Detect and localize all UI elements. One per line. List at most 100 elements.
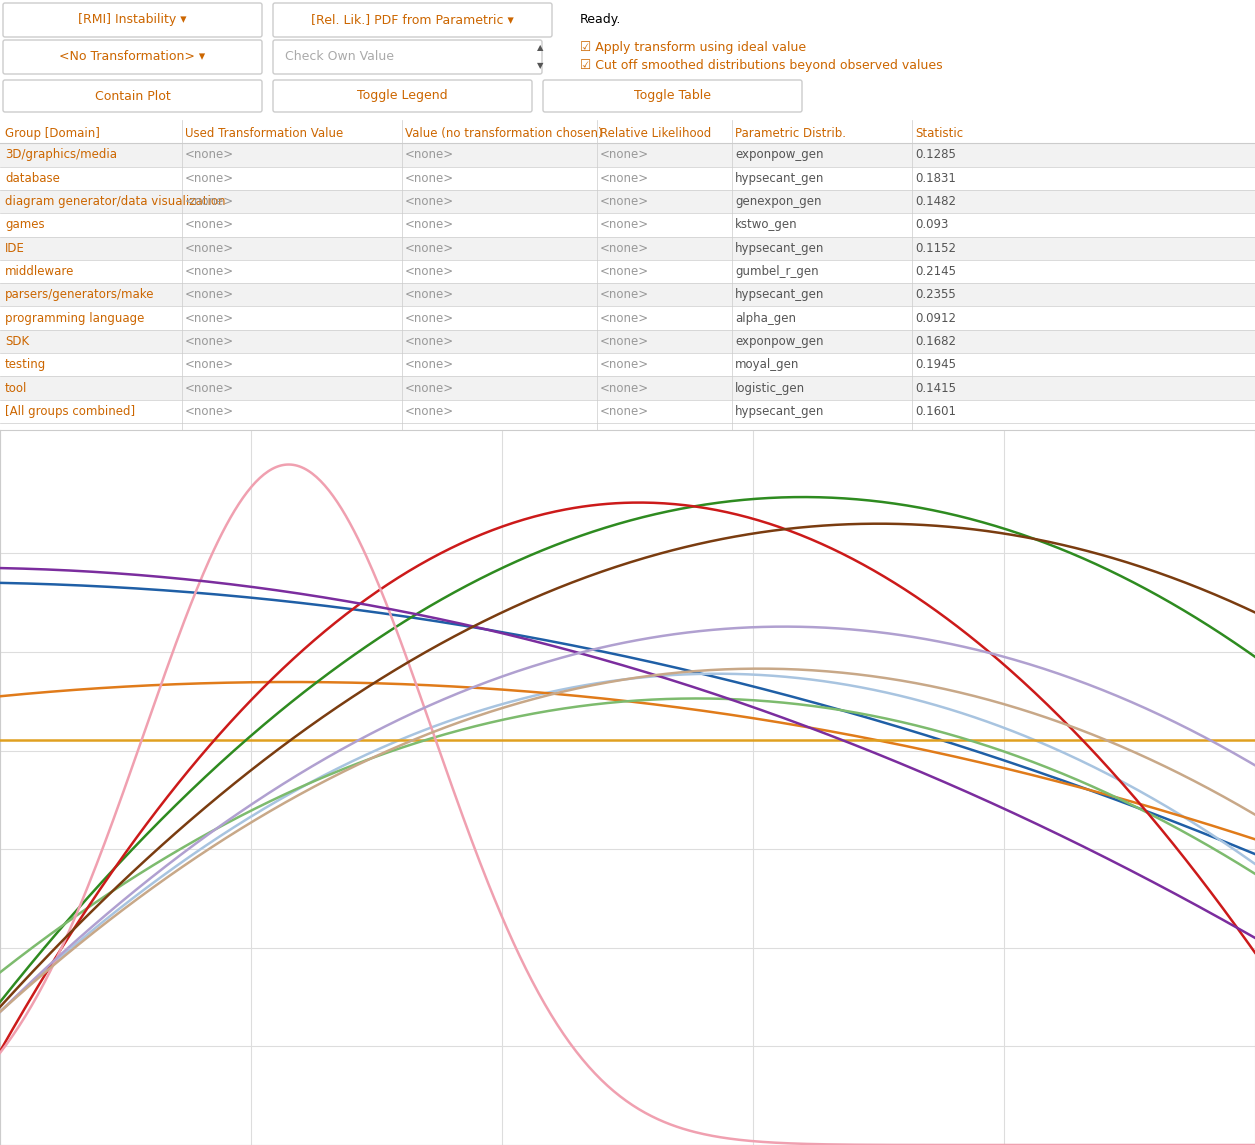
Text: moyal_gen: moyal_gen [735, 358, 799, 371]
Text: <none>: <none> [405, 335, 454, 348]
Text: <none>: <none> [600, 335, 649, 348]
FancyBboxPatch shape [543, 80, 802, 112]
Text: <none>: <none> [184, 289, 235, 301]
Text: hypsecant_gen: hypsecant_gen [735, 242, 825, 254]
Text: IDE: IDE [5, 242, 25, 254]
Text: Toggle Table: Toggle Table [634, 89, 712, 103]
Text: tool: tool [5, 381, 28, 395]
Text: 0.1285: 0.1285 [915, 149, 956, 161]
Text: hypsecant_gen: hypsecant_gen [735, 289, 825, 301]
Bar [0, 167, 1255, 190]
Text: <none>: <none> [405, 311, 454, 325]
Text: <none>: <none> [600, 195, 649, 208]
Text: gumbel_r_gen: gumbel_r_gen [735, 264, 818, 278]
Text: <none>: <none> [184, 195, 235, 208]
Text: 0.2355: 0.2355 [915, 289, 956, 301]
FancyBboxPatch shape [3, 40, 262, 74]
Text: <none>: <none> [184, 172, 235, 184]
Bar [0, 190, 1255, 213]
Text: <none>: <none> [184, 405, 235, 418]
Text: Relative Likelihood: Relative Likelihood [600, 127, 712, 141]
Text: [All groups combined]: [All groups combined] [5, 405, 136, 418]
Text: <none>: <none> [600, 242, 649, 254]
Text: 0.1415: 0.1415 [915, 381, 956, 395]
Text: <none>: <none> [184, 381, 235, 395]
Bar [0, 143, 1255, 167]
Text: <none>: <none> [405, 195, 454, 208]
Text: diagram generator/data visualization: diagram generator/data visualization [5, 195, 226, 208]
Text: 0.2145: 0.2145 [915, 264, 956, 278]
Text: 0.1482: 0.1482 [915, 195, 956, 208]
Text: <none>: <none> [405, 405, 454, 418]
Text: ▲: ▲ [537, 44, 543, 53]
Text: exponpow_gen: exponpow_gen [735, 335, 823, 348]
Bar [0, 353, 1255, 377]
Text: <none>: <none> [600, 219, 649, 231]
Text: Used Transformation Value: Used Transformation Value [184, 127, 344, 141]
Text: 0.1682: 0.1682 [915, 335, 956, 348]
Text: kstwo_gen: kstwo_gen [735, 219, 798, 231]
Text: genexpon_gen: genexpon_gen [735, 195, 822, 208]
Text: <none>: <none> [600, 358, 649, 371]
Text: [Rel. Lik.] PDF from Parametric ▾: [Rel. Lik.] PDF from Parametric ▾ [311, 14, 513, 26]
FancyBboxPatch shape [3, 3, 262, 37]
Text: Statistic: Statistic [915, 127, 963, 141]
Bar [0, 260, 1255, 283]
Text: 0.093: 0.093 [915, 219, 949, 231]
FancyBboxPatch shape [274, 80, 532, 112]
Text: ☑ Apply transform using ideal value: ☑ Apply transform using ideal value [580, 41, 806, 55]
Text: 0.1152: 0.1152 [915, 242, 956, 254]
Text: database: database [5, 172, 60, 184]
Text: <none>: <none> [600, 264, 649, 278]
Text: <none>: <none> [405, 264, 454, 278]
Text: <none>: <none> [405, 289, 454, 301]
Text: <none>: <none> [405, 219, 454, 231]
Text: parsers/generators/make: parsers/generators/make [5, 289, 154, 301]
FancyBboxPatch shape [3, 80, 262, 112]
Text: logistic_gen: logistic_gen [735, 381, 806, 395]
Text: programming language: programming language [5, 311, 144, 325]
Bar [0, 283, 1255, 307]
Text: alpha_gen: alpha_gen [735, 311, 796, 325]
Text: SDK: SDK [5, 335, 29, 348]
Text: exponpow_gen: exponpow_gen [735, 149, 823, 161]
Text: <none>: <none> [600, 381, 649, 395]
Text: Contain Plot: Contain Plot [94, 89, 171, 103]
Text: 0.0912: 0.0912 [915, 311, 956, 325]
Text: <none>: <none> [184, 242, 235, 254]
Bar [0, 237, 1255, 260]
Bar [0, 213, 1255, 237]
Text: <none>: <none> [184, 358, 235, 371]
Text: 0.1601: 0.1601 [915, 405, 956, 418]
Text: <none>: <none> [184, 149, 235, 161]
Bar [0, 307, 1255, 330]
Text: 0.1831: 0.1831 [915, 172, 956, 184]
Text: <none>: <none> [600, 149, 649, 161]
Text: <none>: <none> [600, 405, 649, 418]
Text: testing: testing [5, 358, 46, 371]
Text: <none>: <none> [600, 289, 649, 301]
Text: ☑ Cut off smoothed distributions beyond observed values: ☑ Cut off smoothed distributions beyond … [580, 60, 943, 72]
FancyBboxPatch shape [274, 40, 542, 74]
Text: <none>: <none> [405, 172, 454, 184]
FancyBboxPatch shape [274, 3, 552, 37]
Text: <none>: <none> [184, 264, 235, 278]
Text: Toggle Legend: Toggle Legend [358, 89, 448, 103]
Text: <none>: <none> [405, 381, 454, 395]
Bar [0, 330, 1255, 353]
Text: 3D/graphics/media: 3D/graphics/media [5, 149, 117, 161]
Text: Check Own Value: Check Own Value [285, 50, 394, 63]
Text: <none>: <none> [184, 219, 235, 231]
Text: games: games [5, 219, 45, 231]
Text: <none>: <none> [405, 242, 454, 254]
Text: <none>: <none> [184, 311, 235, 325]
Text: Parametric Distrib.: Parametric Distrib. [735, 127, 846, 141]
Text: hypsecant_gen: hypsecant_gen [735, 405, 825, 418]
Text: <none>: <none> [405, 149, 454, 161]
Text: <none>: <none> [184, 335, 235, 348]
Text: <none>: <none> [600, 172, 649, 184]
Bar [0, 400, 1255, 423]
Text: <none>: <none> [405, 358, 454, 371]
Text: ▼: ▼ [537, 62, 543, 71]
Text: 0.1945: 0.1945 [915, 358, 956, 371]
